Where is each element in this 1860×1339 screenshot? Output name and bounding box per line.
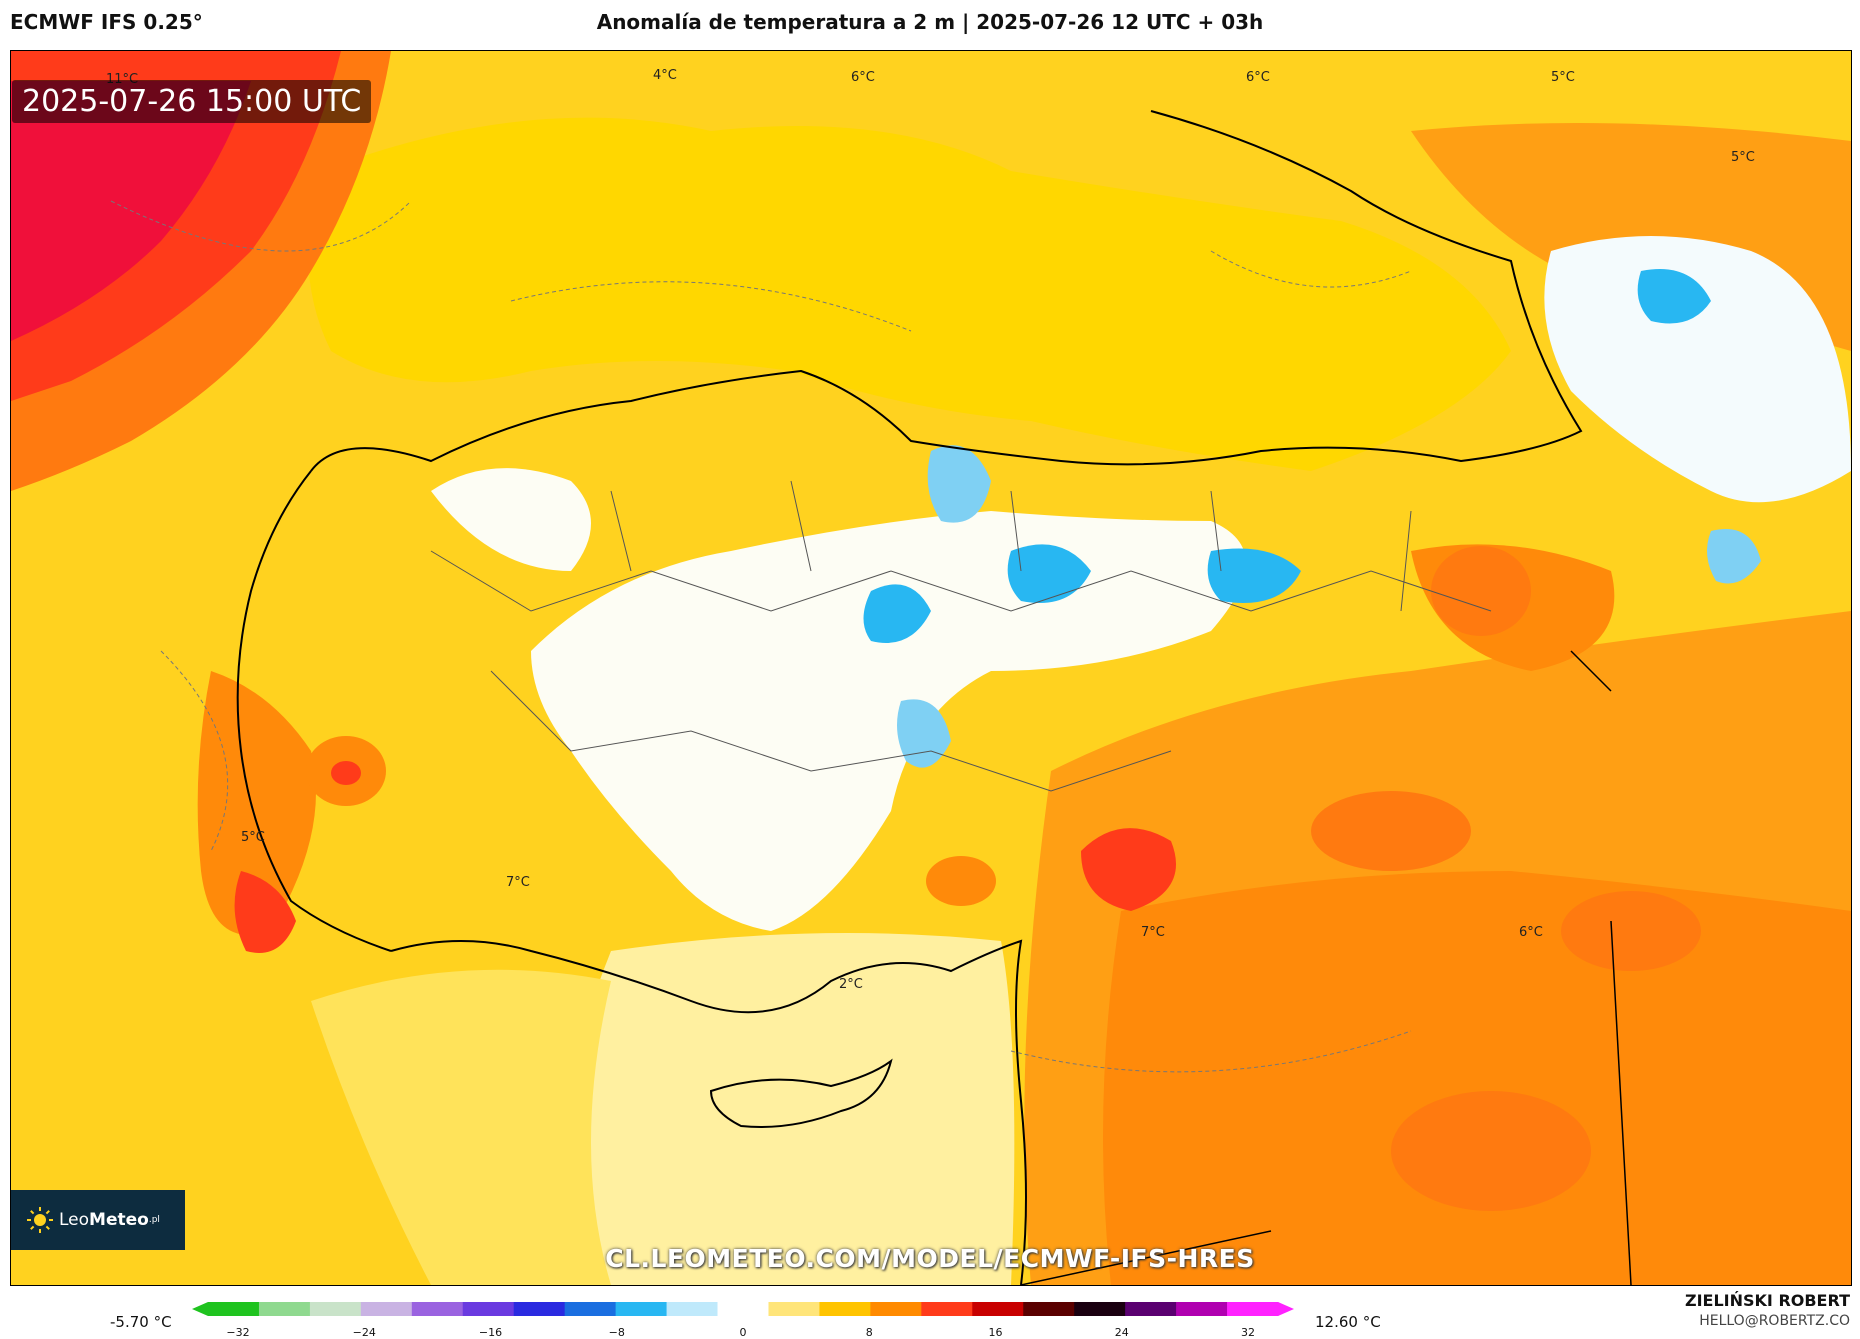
map-canvas: 11°C 4°C 6°C 6°C 5°C 5°C 5°C 7°C 7°C 6°C… bbox=[11, 51, 1851, 1285]
logo-text-bold: Meteo bbox=[89, 1210, 149, 1230]
legend-min-value: -5.70 °C bbox=[110, 1313, 172, 1331]
contour-label: 7°C bbox=[1141, 925, 1165, 940]
cold-blob-1 bbox=[927, 445, 991, 523]
black-sea-coast bbox=[310, 110, 1583, 472]
legend-colorbar bbox=[192, 1302, 1294, 1316]
colorbar-segment bbox=[411, 1302, 464, 1316]
colorbar-left-arrow bbox=[192, 1302, 208, 1316]
legend-tick-label: −32 bbox=[226, 1326, 250, 1339]
cyprus bbox=[709, 1058, 893, 1128]
legend-tick-label: 32 bbox=[1241, 1326, 1255, 1339]
contour-label: 5°C bbox=[1731, 150, 1755, 165]
legend-tick-label: 24 bbox=[1114, 1326, 1129, 1339]
contour-label: 6°C bbox=[1246, 70, 1270, 85]
colorbar-segment bbox=[1125, 1302, 1177, 1316]
logo-suffix: .pl bbox=[148, 1215, 160, 1225]
northeast-white bbox=[1544, 236, 1851, 503]
colorbar-segment bbox=[921, 1302, 973, 1316]
hotspot-center bbox=[1081, 828, 1176, 911]
contour-dashed bbox=[110, 200, 1412, 1073]
sun-icon bbox=[27, 1207, 53, 1233]
colorbar-segment bbox=[717, 1302, 769, 1316]
colorbar-segment bbox=[513, 1302, 566, 1316]
colorbar-segment bbox=[258, 1302, 311, 1316]
cold-blob-5 bbox=[1637, 269, 1711, 324]
colorbar-segment bbox=[208, 1302, 260, 1316]
west-coast-warm bbox=[197, 671, 316, 935]
contour-label: 5°C bbox=[1551, 70, 1575, 85]
colorbar-right-arrow bbox=[1278, 1302, 1294, 1316]
colorbar-segment bbox=[1074, 1302, 1126, 1316]
cold-blob-2 bbox=[1007, 544, 1091, 603]
anatolia-white bbox=[531, 511, 1246, 931]
warm-cell bbox=[1561, 891, 1701, 971]
mediterranean-light bbox=[557, 933, 1015, 1285]
legend-tick-label: 0 bbox=[739, 1326, 747, 1339]
colorbar-segment bbox=[1227, 1302, 1279, 1316]
contour-label: 4°C bbox=[653, 68, 677, 83]
colorbar-segment bbox=[870, 1302, 922, 1316]
colorbar-segment bbox=[819, 1302, 871, 1316]
colorbar-segment bbox=[564, 1302, 617, 1316]
colorbar-segment bbox=[615, 1302, 668, 1316]
colorbar-segment bbox=[1176, 1302, 1228, 1316]
valid-time-badge: 2025-07-26 15:00 UTC bbox=[12, 80, 372, 123]
med-band bbox=[311, 969, 611, 1285]
black-sea-area bbox=[308, 117, 1512, 472]
contour-label: 2°C bbox=[839, 977, 863, 992]
cold-blob-3 bbox=[863, 584, 931, 643]
author-email[interactable]: HELLO@ROBERTZ.CO bbox=[1699, 1313, 1850, 1329]
colorbar-segment bbox=[768, 1302, 820, 1316]
warm-cell bbox=[331, 761, 361, 785]
southeast-warmer bbox=[1103, 871, 1851, 1285]
temperature-anomaly-map[interactable]: 11°C 4°C 6°C 6°C 5°C 5°C 5°C 7°C 7°C 6°C… bbox=[10, 50, 1852, 1286]
legend-tick-label: −16 bbox=[478, 1326, 503, 1339]
province-lines bbox=[430, 480, 1492, 792]
leometeo-logo[interactable]: Leo Meteo .pl bbox=[11, 1190, 185, 1250]
contour-label: 6°C bbox=[851, 70, 875, 85]
colorbar-segment bbox=[360, 1302, 413, 1316]
aegean-coast bbox=[236, 470, 392, 952]
author-name: ZIELIŃSKI ROBERT bbox=[1684, 1291, 1850, 1310]
colorbar-segment bbox=[666, 1302, 719, 1316]
model-name: ECMWF IFS 0.25° bbox=[10, 10, 203, 34]
colorbar-segment bbox=[1023, 1302, 1075, 1316]
legend-tick-label: −24 bbox=[352, 1326, 376, 1339]
legend-tick-label: 8 bbox=[865, 1326, 873, 1339]
warm-cell bbox=[1391, 1091, 1591, 1211]
border-line bbox=[1020, 650, 1632, 1285]
cold-blob-6 bbox=[897, 699, 951, 768]
legend-max-value: 12.60 °C bbox=[1315, 1313, 1381, 1331]
cold-blob-7 bbox=[1707, 529, 1761, 584]
north-white bbox=[431, 468, 591, 571]
warm-cell bbox=[1311, 791, 1471, 871]
warm-cell bbox=[1431, 546, 1531, 636]
colorbar-segment bbox=[309, 1302, 362, 1316]
contour-label: 7°C bbox=[506, 875, 530, 890]
map-title: Anomalía de temperatura a 2 m | 2025-07-… bbox=[596, 10, 1264, 34]
warm-cell bbox=[926, 856, 996, 906]
legend-tick-label: −8 bbox=[608, 1326, 625, 1339]
logo-text-light: Leo bbox=[59, 1210, 90, 1230]
colorbar-segment bbox=[972, 1302, 1024, 1316]
contour-label: 6°C bbox=[1519, 925, 1543, 940]
colorbar-segment bbox=[462, 1302, 515, 1316]
legend-tick-label: 16 bbox=[988, 1326, 1003, 1339]
south-coast bbox=[390, 939, 1027, 1285]
contour-label: 5°C bbox=[241, 830, 265, 845]
source-url-watermark[interactable]: CL.LEOMETEO.COM/MODEL/ECMWF-IFS-HRES bbox=[605, 1244, 1255, 1273]
west-coast-hot bbox=[234, 871, 296, 953]
cold-blob-4 bbox=[1207, 548, 1301, 603]
